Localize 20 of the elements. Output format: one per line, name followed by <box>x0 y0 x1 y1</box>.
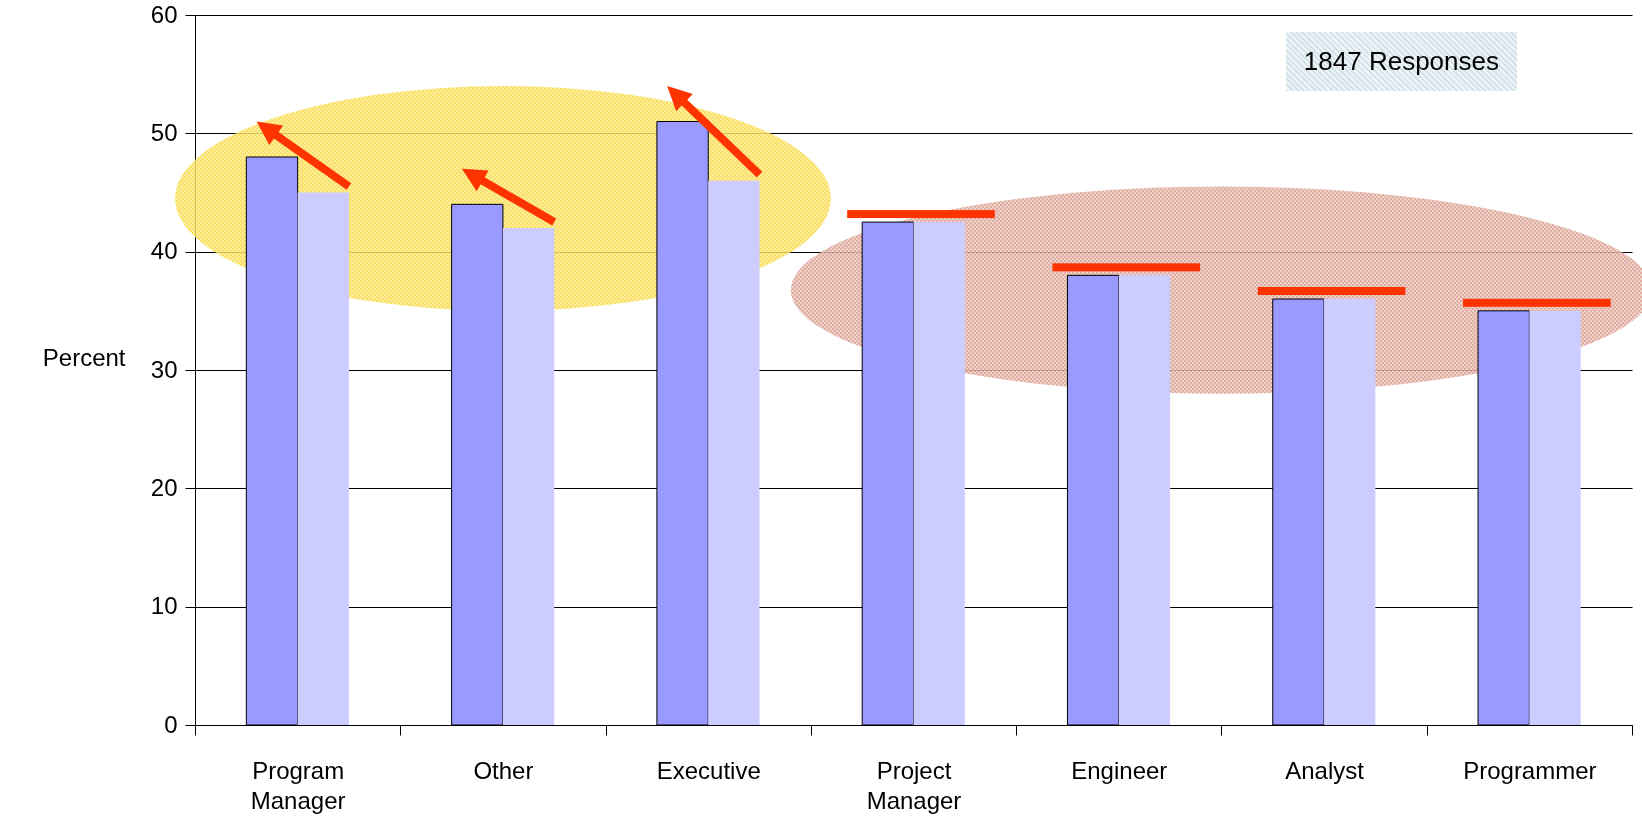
y-axis-title: Percent <box>42 343 126 371</box>
y-tick-label: 10 <box>150 592 178 620</box>
x-tick-label: Other <box>473 756 534 784</box>
bar <box>913 222 965 725</box>
y-tick-label: 60 <box>150 0 178 28</box>
y-tick-label: 50 <box>150 118 178 146</box>
x-tick-label: Executive <box>656 756 761 784</box>
bar <box>1324 299 1376 725</box>
x-tick-label: Project Manager <box>866 756 962 814</box>
x-tick-label: Engineer <box>1071 756 1168 784</box>
y-tick-label: 40 <box>150 237 178 265</box>
x-tick-label: Analyst <box>1285 756 1365 784</box>
annotation: 1847 Responses <box>1285 32 1517 91</box>
bar <box>1529 310 1581 725</box>
y-tick-label: 30 <box>150 355 178 383</box>
x-tick-label: Program Manager <box>250 756 346 814</box>
y-tick-label: 20 <box>150 473 178 501</box>
bar <box>1118 275 1171 725</box>
y-tick-label: 0 <box>164 710 178 738</box>
x-tick-label: Programmer <box>1463 756 1597 784</box>
